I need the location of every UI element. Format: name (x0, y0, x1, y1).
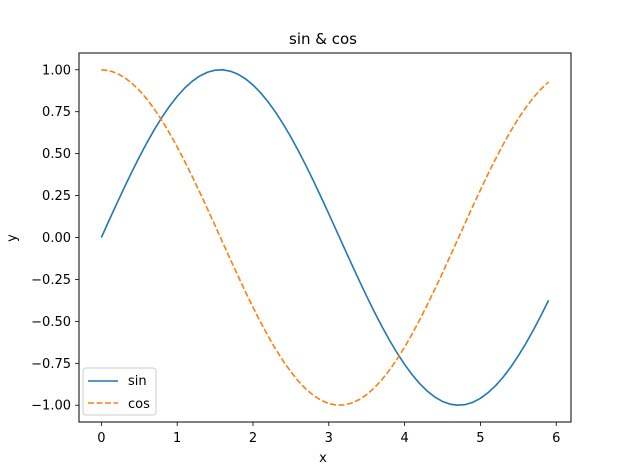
y-tick-label: 0.50 (42, 147, 71, 162)
plot-area (100, 68, 550, 407)
x-tick-label: 4 (400, 431, 408, 446)
series-line-cos (101, 68, 550, 406)
x-axis-label: x (319, 451, 327, 466)
y-axis-label: y (5, 234, 20, 242)
legend: sin cos (82, 367, 157, 416)
y-tick-label: 0.75 (42, 105, 71, 120)
chart-title: sin & cos (289, 30, 357, 48)
y-tick-label: −1.00 (31, 399, 71, 414)
legend-label-sin: sin (128, 374, 147, 389)
y-axis-ticks: 1.00 0.75 0.50 0.25 0.00 −0.25 −0.50 −0.75 −1.00 (31, 63, 79, 414)
y-tick-label: −0.25 (31, 273, 71, 288)
x-axis-ticks: 0 1 2 3 4 5 6 (97, 422, 560, 446)
series-line-sin (100, 69, 550, 407)
x-tick-label: 3 (325, 431, 333, 446)
legend-label-cos: cos (128, 397, 150, 412)
y-tick-label: 1.00 (42, 63, 71, 78)
x-tick-label: 2 (249, 431, 257, 446)
x-tick-label: 0 (97, 431, 105, 446)
y-tick-label: 0.25 (42, 189, 71, 204)
axes-frame (78, 52, 572, 423)
x-tick-label: 1 (173, 431, 181, 446)
y-tick-label: 0.00 (42, 231, 71, 246)
x-tick-label: 6 (552, 431, 560, 446)
y-tick-label: −0.75 (31, 357, 71, 372)
x-tick-label: 5 (476, 431, 484, 446)
y-tick-label: −0.50 (31, 315, 71, 330)
